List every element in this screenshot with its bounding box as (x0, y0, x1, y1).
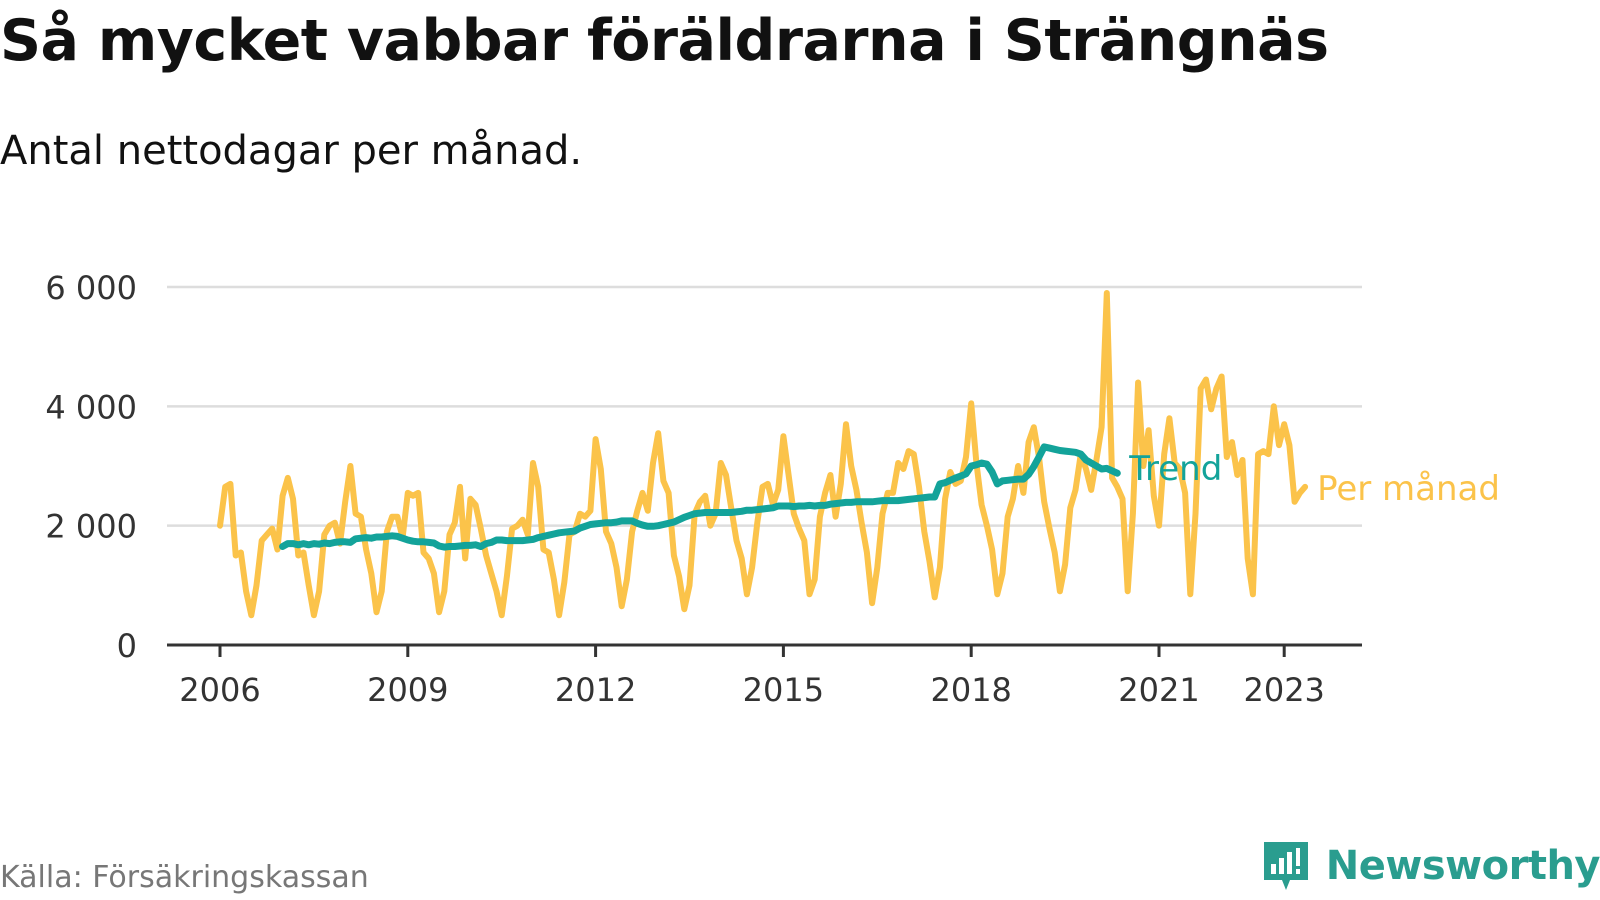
y-tick-label: 2 000 (45, 508, 137, 546)
series-labels: Trend Per månad (1128, 449, 1500, 509)
y-tick-label: 6 000 (45, 269, 137, 307)
x-tick-label: 2012 (555, 671, 636, 709)
y-tick-label: 0 (117, 627, 137, 665)
series-label-trend: Trend (1128, 449, 1222, 489)
x-tick-label: 2006 (179, 671, 260, 709)
x-tick-label: 2015 (743, 671, 824, 709)
x-tick-label: 2021 (1118, 671, 1199, 709)
gridlines (167, 285, 1362, 527)
brand-name: Newsworthy (1325, 843, 1600, 889)
series-line-per-month (217, 290, 1309, 619)
series-layer (217, 290, 1309, 619)
x-tick-label: 2009 (367, 671, 448, 709)
x-tick-label: 2023 (1243, 671, 1324, 709)
series-line-trend (279, 443, 1121, 551)
brand[interactable]: Newsworthy (1260, 838, 1600, 894)
newsworthy-logo-icon (1263, 842, 1308, 890)
y-axis-ticks: 0 2 000 4 000 6 000 (45, 269, 137, 665)
chart-subtitle: Antal nettodagar per månad. (0, 128, 583, 174)
chart-title: Så mycket vabbar föräldrarna i Strängnäs (0, 8, 1329, 74)
chart-canvas: 0 2 000 4 000 6 000 2006 2009 2012 2015 2018 202… (45, 269, 1500, 709)
x-axis: 2006 2009 2012 2015 2018 2021 2023 (167, 643, 1362, 709)
source-note: Källa: Försäkringskassan (0, 860, 369, 895)
y-tick-label: 4 000 (45, 388, 137, 426)
x-tick-label: 2018 (930, 671, 1011, 709)
series-label-per-month: Per månad (1317, 469, 1500, 509)
